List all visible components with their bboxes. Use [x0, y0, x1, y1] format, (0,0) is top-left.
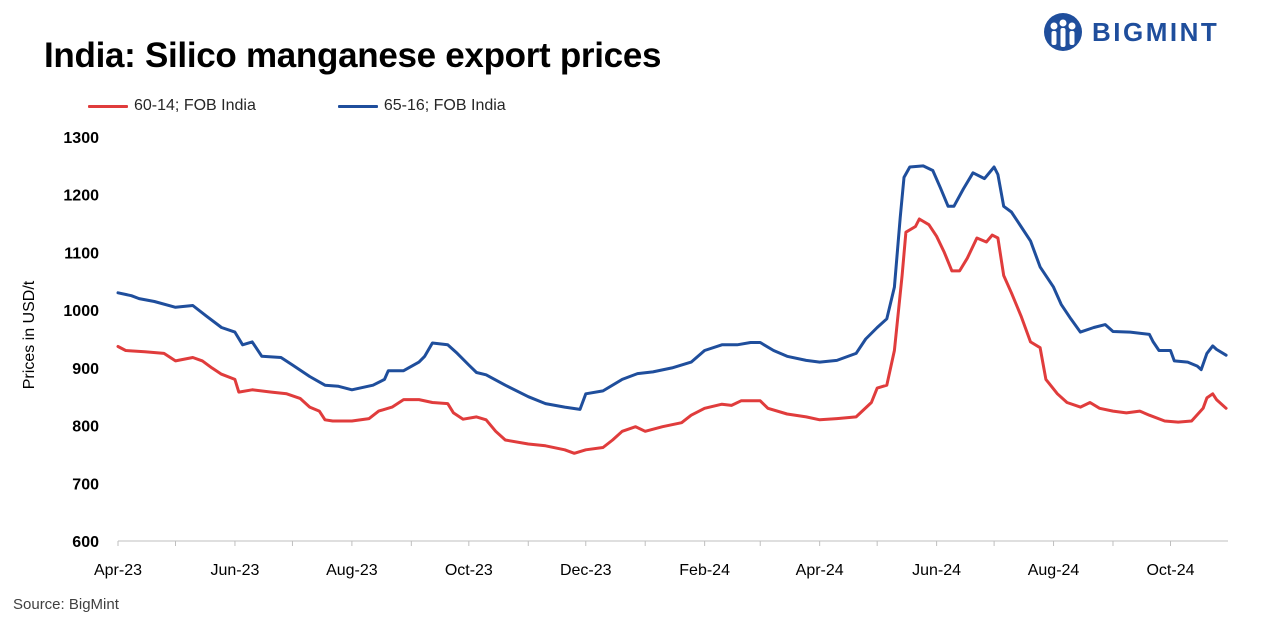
x-axis: Apr-23 Jun-23 Aug-23 Oct-23 Dec-23 Feb-24 Apr-… [94, 540, 1228, 579]
legend-item-65-16: 65-16; FOB India [337, 97, 506, 115]
y-tick-label: 1300 [63, 130, 99, 147]
x-tick-label: Aug-24 [1028, 562, 1080, 579]
y-tick-label: 900 [72, 361, 99, 378]
chart-legend: 60-14; FOB India 65-16; FOB India [88, 97, 506, 115]
source-note: Source: BigMint [13, 596, 119, 613]
y-tick-label: 700 [72, 476, 99, 493]
legend-item-60-14: 60-14; FOB India [88, 97, 256, 115]
brand-logo: BIGMINT [1043, 12, 1219, 52]
y-tick-label: 1100 [64, 245, 99, 262]
x-tick-label: Oct-23 [445, 562, 493, 579]
legend-swatch-65-16 [337, 104, 378, 108]
x-tick-label: Apr-24 [796, 562, 844, 579]
x-tick-label: Dec-23 [560, 562, 612, 579]
legend-label-60-14: 60-14; FOB India [134, 97, 256, 114]
y-axis-label: Prices in USD/t [21, 280, 38, 389]
x-tick-label: Jun-24 [912, 562, 961, 579]
x-tick-label: Apr-23 [94, 562, 142, 579]
legend-label-65-16: 65-16; FOB India [383, 97, 506, 114]
logo-text: BIGMINT [1092, 16, 1220, 47]
bigmint-logo-icon [1044, 13, 1082, 51]
y-tick-label: 600 [72, 534, 99, 551]
series-line-60-14 [116, 217, 1228, 455]
legend-swatch-60-14 [88, 104, 128, 108]
y-tick-label: 1000 [63, 303, 99, 320]
y-axis: 600 700 800 900 1000 1100 1200 1300 [63, 130, 99, 551]
x-tick-label: Oct-24 [1146, 562, 1194, 579]
series-line-65-16 [116, 164, 1228, 411]
page-title: India: Silico manganese export prices [44, 36, 662, 75]
x-tick-label: Jun-23 [210, 562, 259, 579]
x-tick-label: Aug-23 [326, 562, 378, 579]
x-tick-label: Feb-24 [679, 562, 730, 579]
y-tick-label: 1200 [63, 188, 99, 205]
y-tick-label: 800 [72, 419, 99, 436]
series-lines [116, 164, 1228, 455]
